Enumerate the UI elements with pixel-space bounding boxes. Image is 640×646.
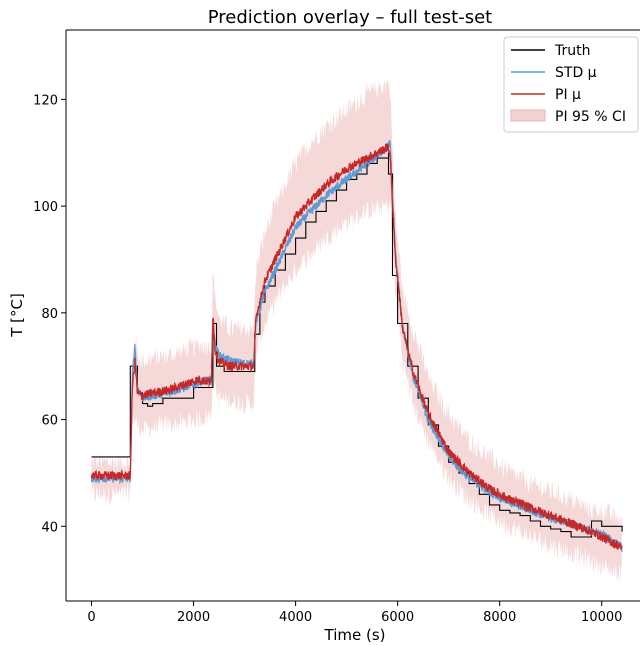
legend-label-truth: Truth — [554, 43, 591, 59]
y-tick-label: 100 — [33, 200, 58, 215]
legend-frame — [503, 36, 639, 133]
y-tick-label: 40 — [41, 520, 58, 535]
axes: 0 2000 4000 6000 8000 10000 40 60 80 100 120 — [33, 29, 640, 625]
ci-band — [91, 76, 622, 585]
x-tick-label: 4000 — [279, 610, 312, 625]
legend-label-pi: PI μ — [555, 87, 581, 103]
x-axis-label: Time (s) — [324, 626, 386, 644]
y-ticks: 40 60 80 100 120 — [33, 93, 66, 535]
plot-area — [90, 76, 623, 585]
y-tick-label: 120 — [33, 93, 58, 108]
series-pi-mu-line — [90, 143, 623, 550]
legend-label-ci: PI 95 % CI — [555, 109, 626, 125]
x-tick-label: 6000 — [381, 610, 414, 625]
series-line-layer — [90, 140, 623, 552]
legend: Truth STD μ PI μ PI 95 % CI — [503, 36, 639, 133]
y-tick-label: 60 — [41, 414, 58, 429]
x-tick-label: 8000 — [483, 610, 516, 625]
ci-band-layer — [91, 76, 622, 585]
y-tick-label: 80 — [41, 307, 58, 322]
legend-label-std: STD μ — [555, 65, 597, 81]
y-axis-label: T [°C] — [8, 293, 26, 338]
legend-swatch-ci — [510, 109, 546, 122]
x-ticks: 0 2000 4000 6000 8000 10000 — [87, 601, 622, 625]
x-tick-label: 0 — [87, 610, 95, 625]
x-tick-label: 2000 — [177, 610, 210, 625]
series-truth-line — [91, 152, 623, 538]
x-tick-label: 10000 — [581, 610, 622, 625]
chart-title: Prediction overlay – full test-set — [208, 7, 492, 28]
series-std-mu-line — [90, 140, 623, 552]
